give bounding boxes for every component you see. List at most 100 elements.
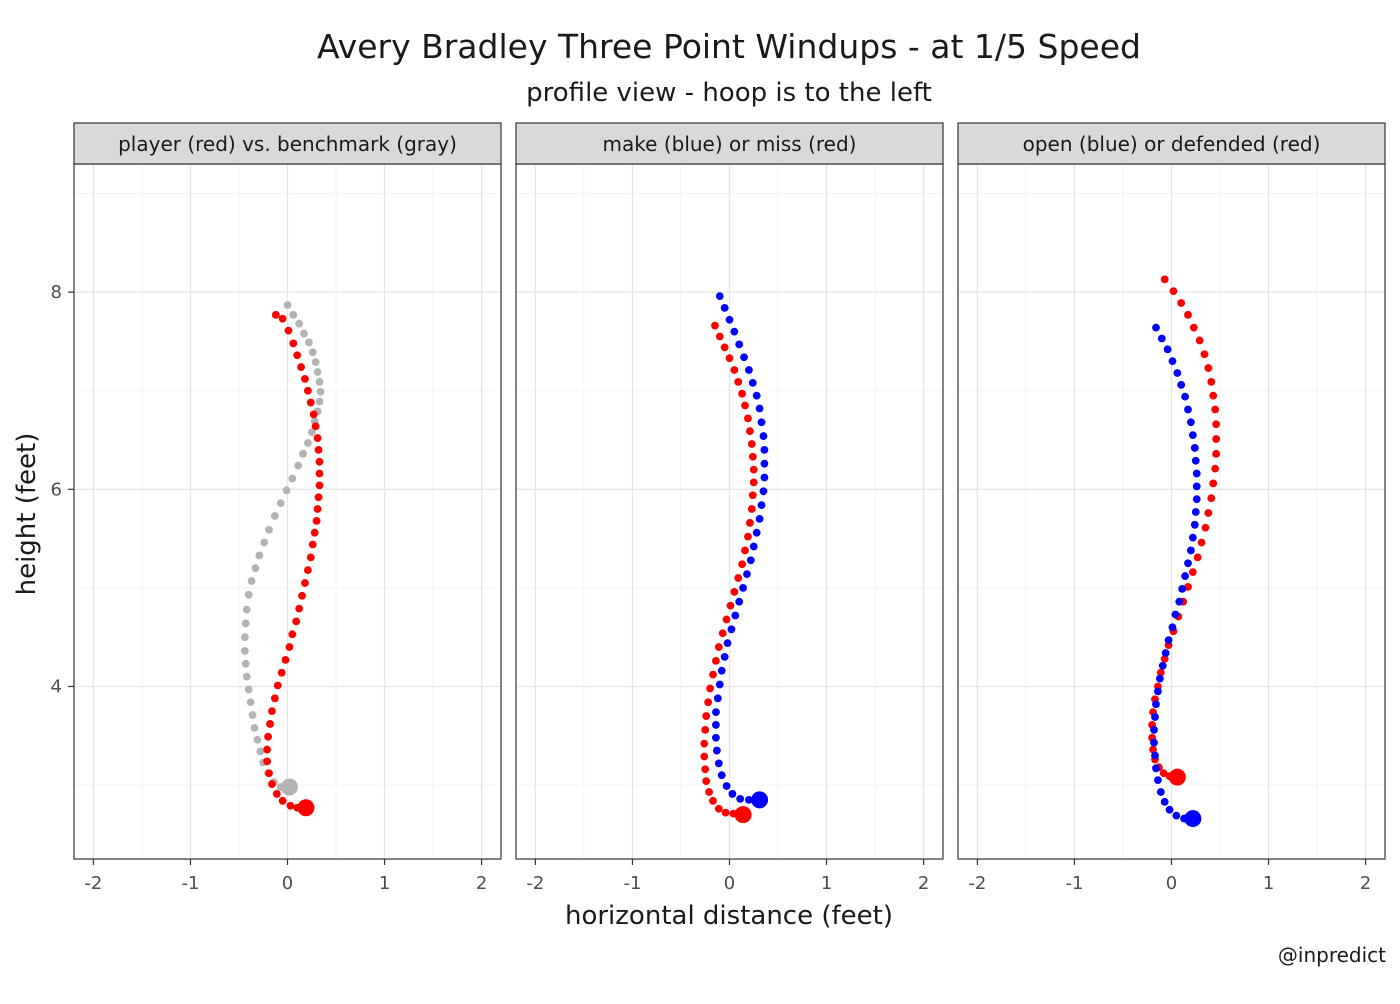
data-point	[760, 459, 769, 468]
data-point	[734, 574, 743, 582]
data-point	[709, 670, 717, 679]
data-point	[730, 327, 739, 336]
data-point	[749, 542, 758, 551]
data-point	[1201, 523, 1210, 532]
data-point	[1178, 584, 1187, 593]
data-point	[268, 707, 276, 716]
data-point	[1181, 392, 1189, 401]
data-point	[722, 782, 731, 790]
end-point-marker	[1168, 768, 1186, 786]
data-point	[311, 422, 320, 431]
facet-strip	[73, 122, 502, 165]
data-point	[702, 777, 711, 786]
end-point-marker	[297, 799, 315, 817]
data-point	[752, 391, 761, 400]
data-point	[700, 752, 709, 761]
y-tick-label: 4	[51, 676, 62, 697]
data-point	[715, 332, 724, 341]
x-tick-label: 2	[476, 873, 487, 894]
data-point	[306, 398, 315, 407]
data-point	[701, 725, 710, 734]
data-point	[1160, 654, 1169, 663]
data-point	[240, 633, 249, 642]
data-point	[755, 404, 764, 413]
facet-panel: open (blue) or defended (red) -2 -1 0 1 2	[957, 122, 1386, 894]
end-point-marker	[734, 806, 752, 824]
data-point	[303, 386, 312, 395]
data-point	[1152, 700, 1160, 709]
x-tick-label: -2	[968, 873, 986, 894]
data-point	[295, 319, 304, 328]
data-point	[1197, 538, 1206, 547]
data-point	[748, 452, 757, 461]
data-point	[1159, 769, 1168, 778]
data-point	[265, 769, 273, 778]
x-axis-title: horizontal distance (feet)	[565, 901, 893, 931]
data-point	[1158, 661, 1167, 670]
end-point-marker	[1184, 810, 1202, 828]
data-point	[713, 694, 722, 703]
data-point	[294, 461, 303, 470]
data-point	[244, 590, 253, 599]
data-point	[306, 553, 315, 562]
data-point	[300, 329, 308, 338]
data-point	[720, 343, 729, 352]
data-point	[740, 353, 748, 362]
data-point	[755, 514, 764, 523]
data-point	[1212, 435, 1221, 443]
data-point	[1200, 350, 1209, 359]
data-point	[298, 591, 306, 600]
facet-panel: make (blue) or miss (red) -2 -1 0 1 2	[515, 122, 944, 894]
data-point	[1212, 420, 1221, 429]
x-tick-label: 1	[821, 873, 832, 894]
x-tick-label: 2	[918, 873, 929, 894]
data-point	[241, 659, 250, 668]
data-point	[746, 556, 755, 565]
data-point	[718, 629, 727, 638]
data-point	[1193, 553, 1202, 562]
data-point	[748, 378, 757, 387]
data-point	[315, 469, 324, 478]
data-point	[1151, 751, 1159, 760]
data-point	[312, 516, 321, 525]
data-point	[314, 445, 323, 454]
data-point	[297, 363, 305, 371]
data-point	[1209, 391, 1218, 400]
data-point	[310, 528, 319, 537]
data-point	[1154, 687, 1162, 696]
data-point	[744, 414, 752, 423]
data-point	[709, 796, 717, 805]
data-point	[278, 796, 287, 805]
data-point	[734, 377, 743, 386]
data-point	[712, 721, 720, 729]
data-point	[263, 745, 272, 754]
data-point	[735, 597, 744, 606]
data-point	[759, 432, 768, 440]
data-point	[736, 794, 745, 803]
data-point	[308, 540, 317, 549]
data-point	[286, 801, 295, 810]
data-point	[1187, 418, 1195, 427]
data-point	[1192, 469, 1201, 478]
data-point	[289, 339, 298, 348]
data-point	[250, 723, 259, 732]
data-point	[1168, 623, 1177, 632]
data-point	[725, 354, 734, 363]
data-point	[752, 528, 761, 537]
data-point	[1160, 275, 1169, 284]
data-point	[315, 481, 324, 490]
data-point	[316, 387, 325, 396]
data-point	[285, 643, 294, 651]
data-point	[1209, 479, 1218, 488]
data-point	[1211, 405, 1220, 414]
data-point	[260, 538, 269, 547]
data-point	[307, 428, 316, 437]
data-point	[1184, 405, 1192, 414]
data-point	[760, 445, 769, 454]
data-point	[263, 757, 272, 766]
data-point	[281, 655, 290, 664]
data-point	[271, 310, 280, 319]
data-point	[1150, 738, 1158, 747]
data-point	[242, 605, 251, 614]
data-point	[731, 611, 740, 620]
